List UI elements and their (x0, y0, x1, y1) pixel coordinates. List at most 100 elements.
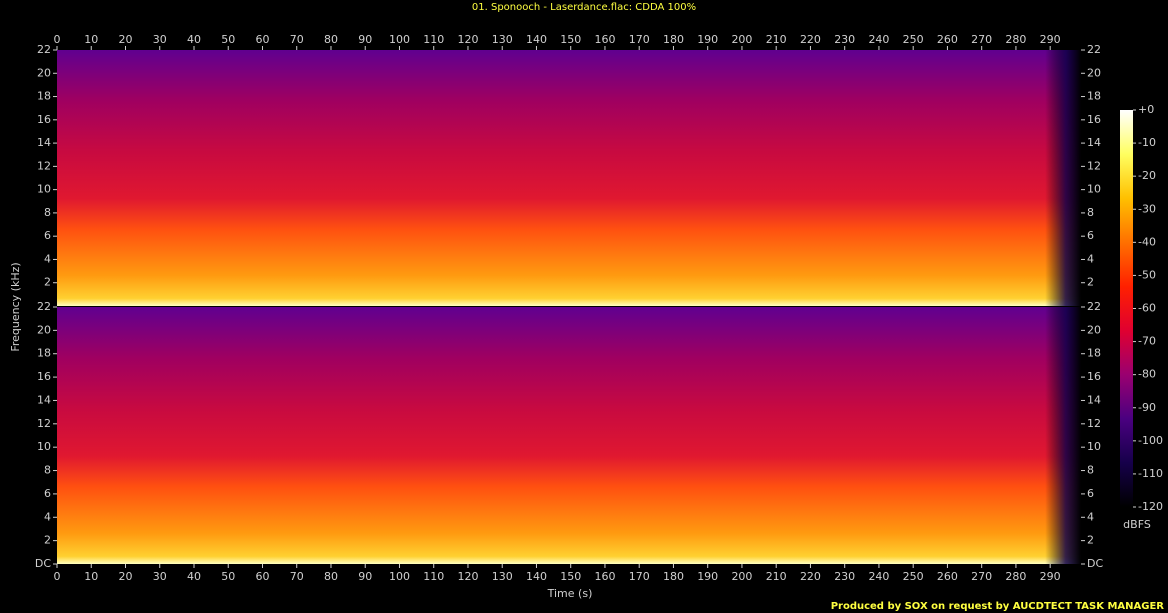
x-tick-label-top: 40 (187, 33, 201, 46)
spectrogram-fade (57, 307, 1081, 564)
x-tick-label-bottom: 100 (389, 570, 410, 583)
x-tick-label-top: 130 (492, 33, 513, 46)
x-tick-label-bottom: 290 (1040, 570, 1061, 583)
x-tick-label-top: 230 (834, 33, 855, 46)
y-tick-label-right: 4 (1087, 510, 1094, 523)
y-tick-label: 8 (44, 206, 51, 219)
x-tick-label-bottom: 80 (324, 570, 338, 583)
y-tick-label: 20 (37, 323, 51, 336)
footer: Produced by SOX on request by AUCDTECT T… (831, 601, 1165, 612)
y-tick-label-right: 4 (1087, 252, 1094, 265)
x-tick-label-bottom: 130 (492, 570, 513, 583)
x-tick-label-top: 110 (423, 33, 444, 46)
x-tick-label-bottom: 60 (255, 570, 269, 583)
y-tick-label-right: 10 (1087, 440, 1101, 453)
x-tick-label-bottom: 0 (54, 570, 61, 583)
y-tick-label: 18 (37, 347, 51, 360)
y-tick-label: 6 (44, 229, 51, 242)
x-tick-label-top: 270 (971, 33, 992, 46)
y-tick-label-right: 16 (1087, 370, 1101, 383)
y-tick-label: 12 (37, 159, 51, 172)
y-tick-label: 16 (37, 370, 51, 383)
x-tick-label-bottom: 190 (697, 570, 718, 583)
x-tick-label-top: 140 (526, 33, 547, 46)
colorbar (1120, 110, 1133, 507)
y-tick-label-right: 12 (1087, 159, 1101, 172)
x-tick-label-bottom: 260 (937, 570, 958, 583)
y-tick-label: 14 (37, 136, 51, 149)
y-tick-label-right: 10 (1087, 183, 1101, 196)
x-tick-label-bottom: 240 (868, 570, 889, 583)
x-tick-label-bottom: 30 (153, 570, 167, 583)
x-tick-label-bottom: 230 (834, 570, 855, 583)
y-tick-label-right: 8 (1087, 206, 1094, 219)
x-tick-label-bottom: 90 (358, 570, 372, 583)
x-tick-label-top: 260 (937, 33, 958, 46)
y-tick-label: 2 (44, 276, 51, 289)
y-tick-label-right: 20 (1087, 323, 1101, 336)
x-tick-label-top: 220 (800, 33, 821, 46)
x-tick-label-bottom: 140 (526, 570, 547, 583)
x-tick-label-bottom: 210 (766, 570, 787, 583)
colorbar-tick-label: +0 (1138, 103, 1154, 116)
y-tick-label: 22 (37, 43, 51, 56)
x-tick-label-bottom: 70 (290, 570, 304, 583)
y-tick-label: 2 (44, 534, 51, 547)
y-tick-label-right: 6 (1087, 487, 1094, 500)
x-tick-label-bottom: 20 (118, 570, 132, 583)
y-tick-label: 6 (44, 487, 51, 500)
colorbar-tick-label: -100 (1138, 434, 1163, 447)
colorbar-tick-label: -70 (1138, 335, 1156, 348)
x-tick-label-bottom: 150 (560, 570, 581, 583)
x-tick-label-top: 120 (457, 33, 478, 46)
x-tick-label-top: 200 (731, 33, 752, 46)
colorbar-tick-label: -80 (1138, 368, 1156, 381)
x-tick-label-top: 100 (389, 33, 410, 46)
y-tick-label-right: 2 (1087, 276, 1094, 289)
colorbar-tick-label: -60 (1138, 302, 1156, 315)
x-tick-label-bottom: 170 (629, 570, 650, 583)
y-tick-label: 18 (37, 90, 51, 103)
y-tick-label-right: 20 (1087, 66, 1101, 79)
y-tick-label-right: 22 (1087, 300, 1101, 313)
y-tick-label: 10 (37, 440, 51, 453)
y-tick-label: 8 (44, 464, 51, 477)
x-tick-label-bottom: 280 (1005, 570, 1026, 583)
x-tick-label-top: 30 (153, 33, 167, 46)
x-tick-label-top: 70 (290, 33, 304, 46)
x-tick-label-top: 190 (697, 33, 718, 46)
y-tick-label: 4 (44, 252, 51, 265)
x-tick-label-top: 210 (766, 33, 787, 46)
x-tick-label-bottom: 160 (594, 570, 615, 583)
x-tick-label-top: 20 (118, 33, 132, 46)
y-tick-label: 22 (37, 300, 51, 313)
x-tick-label-bottom: 10 (84, 570, 98, 583)
x-tick-label-top: 180 (663, 33, 684, 46)
y-tick-label-right: 14 (1087, 136, 1101, 149)
x-tick-label-top: 80 (324, 33, 338, 46)
y-tick-label-right: DC (1087, 557, 1103, 570)
y-tick-label: 10 (37, 183, 51, 196)
x-tick-label-top: 170 (629, 33, 650, 46)
colorbar-tick-label: -120 (1138, 500, 1163, 513)
colorbar-tick-label: -50 (1138, 268, 1156, 281)
y-tick-label-right: 22 (1087, 43, 1101, 56)
y-tick-label: 4 (44, 510, 51, 523)
y-tick-label-right: 16 (1087, 113, 1101, 126)
x-tick-label-bottom: 40 (187, 570, 201, 583)
y-tick-label: DC (35, 557, 51, 570)
chart-title: 01. Sponooch - Laserdance.flac: CDDA 100… (472, 2, 696, 13)
x-tick-label-top: 0 (54, 33, 61, 46)
y-tick-label: 14 (37, 393, 51, 406)
colorbar-tick-label: -30 (1138, 202, 1156, 215)
x-tick-label-bottom: 270 (971, 570, 992, 583)
colorbar-tick-label: -20 (1138, 169, 1156, 182)
x-tick-label-bottom: 50 (221, 570, 235, 583)
x-tick-label-top: 60 (255, 33, 269, 46)
colorbar-tick-label: -110 (1138, 467, 1163, 480)
x-tick-label-top: 150 (560, 33, 581, 46)
x-tick-label-top: 240 (868, 33, 889, 46)
y-tick-label: 16 (37, 113, 51, 126)
colorbar-label: dBFS (1123, 518, 1151, 531)
